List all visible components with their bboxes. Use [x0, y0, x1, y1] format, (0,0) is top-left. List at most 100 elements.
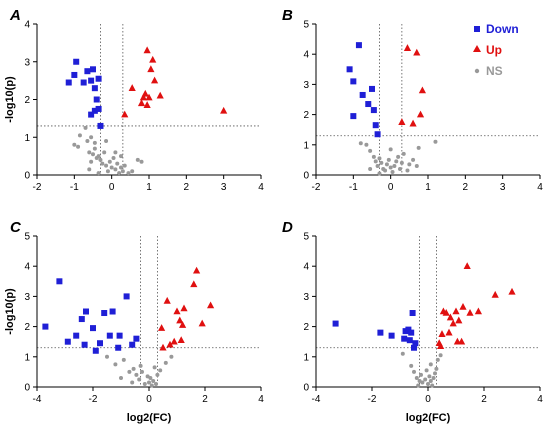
point-ns — [428, 378, 433, 383]
point-up — [193, 266, 201, 274]
point-ns — [147, 380, 151, 385]
point-ns — [163, 360, 168, 365]
point-ns — [98, 157, 103, 162]
point-up — [145, 93, 153, 101]
point-down — [123, 293, 130, 300]
point-up — [449, 319, 457, 327]
point-down — [71, 71, 78, 78]
point-ns — [383, 168, 388, 173]
panel-b: B 0 1 2 3 4 5 -2 -1 0 1 2 3 4 — [282, 7, 543, 193]
point-ns — [96, 171, 101, 176]
x-tick-label: 0 — [388, 182, 394, 193]
legend-label-down: Down — [486, 22, 519, 36]
point-ns — [169, 354, 174, 359]
x-tick-label: 1 — [425, 182, 431, 193]
point-ns — [89, 159, 94, 164]
point-ns — [113, 167, 118, 172]
x-tick-label: 3 — [221, 182, 227, 193]
point-ns — [368, 166, 373, 171]
x-tick-label: 1 — [146, 182, 152, 193]
point-ns — [148, 375, 153, 380]
point-ns — [407, 162, 412, 167]
point-up — [170, 337, 178, 345]
point-ns — [400, 351, 405, 356]
point-ns — [140, 369, 144, 374]
point-down — [88, 77, 95, 84]
point-ns — [392, 163, 397, 168]
point-down — [411, 344, 417, 351]
point-ns — [102, 150, 107, 155]
point-up — [147, 65, 155, 73]
legend-marker-down — [474, 26, 480, 32]
point-down — [388, 332, 395, 339]
x-tick-label: 0 — [109, 182, 115, 193]
point-ns — [435, 357, 440, 362]
point-ns — [126, 171, 131, 176]
point-ns — [428, 362, 433, 367]
point-ns — [375, 163, 380, 168]
point-up — [159, 343, 167, 351]
x-axis-title: log2(FC) — [127, 412, 172, 424]
y-tick-label: 5 — [303, 20, 309, 31]
point-ns — [427, 374, 432, 379]
point-ns — [154, 381, 158, 386]
point-up — [176, 316, 184, 324]
point-ns — [77, 133, 82, 138]
point-ns — [119, 154, 123, 159]
point-up — [128, 84, 136, 91]
point-up — [143, 46, 151, 54]
point-ns — [92, 146, 97, 151]
y-tick-label: 0 — [303, 171, 309, 182]
point-up — [143, 101, 151, 108]
point-down — [91, 85, 98, 92]
point-ns — [401, 151, 406, 156]
point-up — [173, 307, 181, 315]
x-tick-label: -1 — [349, 182, 358, 193]
point-up — [446, 313, 454, 321]
point-ns — [115, 161, 120, 166]
point-down — [332, 320, 339, 327]
point-ns — [384, 162, 389, 167]
point-ns — [122, 163, 127, 168]
point-up — [463, 262, 471, 269]
x-tick-label: 0 — [425, 394, 431, 405]
y-tick-label: 1 — [303, 352, 309, 363]
point-ns — [430, 383, 435, 388]
point-ns — [91, 152, 95, 157]
point-up — [438, 330, 446, 337]
point-down — [346, 66, 353, 73]
point-up — [445, 328, 453, 336]
legend-label-up: Up — [486, 43, 502, 57]
panel-d: D 0 1 2 3 4 5 -4 -2 0 2 4 log2(FC) — [282, 219, 543, 424]
point-down — [372, 122, 379, 129]
point-up — [466, 309, 474, 316]
point-up — [409, 119, 417, 127]
point-down — [405, 326, 412, 333]
point-ns — [104, 139, 109, 144]
point-down — [106, 332, 113, 339]
point-ns — [388, 165, 393, 170]
point-ns — [426, 381, 430, 386]
point-up — [166, 340, 174, 348]
point-ns — [85, 139, 90, 144]
point-down — [133, 335, 140, 342]
point-down — [377, 329, 384, 336]
point-down — [56, 278, 63, 285]
x-tick-label: 2 — [202, 394, 208, 405]
x-tick-label: 3 — [500, 182, 506, 193]
point-ns — [121, 357, 126, 362]
legend-marker-ns — [474, 68, 480, 74]
point-up — [190, 280, 198, 288]
point-ns — [371, 154, 376, 159]
point-up — [163, 296, 171, 304]
legend-label-ns: NS — [486, 64, 503, 78]
point-ns — [119, 165, 123, 170]
panel-letter: D — [282, 219, 293, 236]
point-up — [398, 118, 406, 125]
x-tick-label: -2 — [312, 182, 321, 193]
point-up — [179, 321, 187, 328]
point-ns — [438, 353, 443, 358]
point-ns — [379, 160, 384, 165]
legend: Down Up NS — [473, 22, 519, 78]
y-tick-label: 2 — [24, 322, 30, 333]
